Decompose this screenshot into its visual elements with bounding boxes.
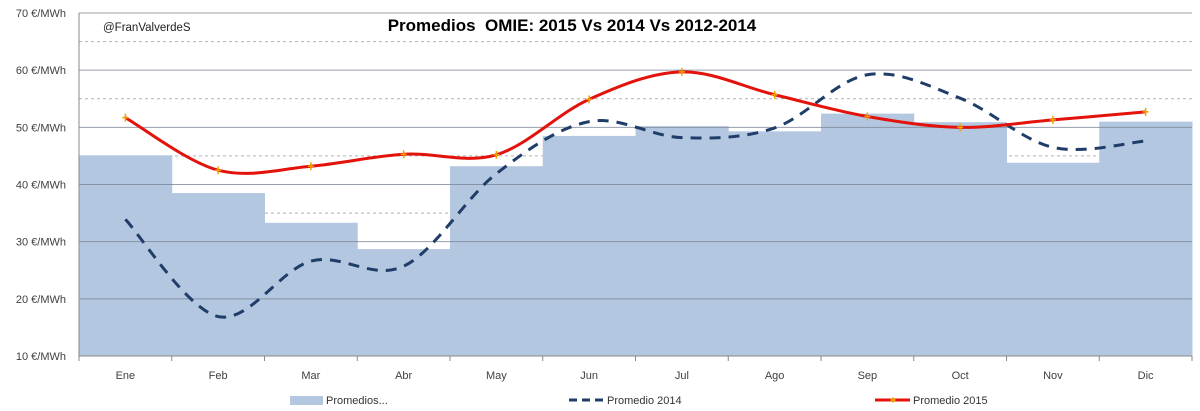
x-tick-label-Dic: Dic (1138, 370, 1154, 382)
marker-2015-Dic (1142, 107, 1149, 116)
marker-2015-Abr (400, 150, 407, 159)
marker-2015-Oct (957, 123, 964, 132)
x-tick-label-Nov: Nov (1043, 370, 1063, 382)
marker-2015-Nov (1049, 115, 1056, 124)
area-step-Nov (1006, 162, 1100, 356)
area-step-Oct (913, 122, 1007, 357)
credit-text: @FranValverdeS (103, 22, 191, 34)
axes (78, 13, 1193, 361)
legend-marker-2015 (890, 397, 896, 403)
marker-2015-May (493, 150, 500, 159)
legend: Promedios... Promedio 2014 Promedio 2015 (290, 395, 988, 407)
y-tick-label: 10 €/MWh (16, 351, 66, 363)
marker-2015-Ago (771, 90, 778, 99)
legend-swatch-promedios (290, 396, 323, 405)
x-tick-label-Mar: Mar (301, 370, 320, 382)
area-step-Feb (171, 193, 265, 356)
y-axis-labels: 10 €/MWh 20 €/MWh 30 €/MWh 40 €/MWh 50 €/MWh… (16, 8, 66, 363)
x-tick-label-Jul: Jul (675, 370, 689, 382)
marker-2015-Sep (864, 112, 871, 121)
area-step-Jul (635, 126, 729, 356)
x-tick-label-Ago: Ago (765, 370, 785, 382)
x-tick-label-Ene: Ene (116, 370, 136, 382)
x-axis-labels: Ene Feb Mar Abr May Jun Jul Ago Sep Oct Nov Dic (116, 370, 1154, 382)
area-step-Sep (821, 113, 915, 356)
x-tick-label-Feb: Feb (209, 370, 228, 382)
y-tick-label: 50 €/MWh (16, 122, 66, 134)
marker-2015-Mar (307, 162, 314, 171)
chart-title: Promedios OMIE: 2015 Vs 2014 Vs 2012-201… (388, 16, 757, 35)
marker-2015-Jun (586, 95, 593, 104)
area-step-Ago (728, 131, 822, 356)
area-step-Mar (264, 222, 358, 356)
y-tick-label: 30 €/MWh (16, 237, 66, 249)
line-promedio-2014 (124, 72, 1146, 319)
line-promedio-2015 (124, 70, 1146, 175)
legend-label-2015: Promedio 2015 (913, 395, 988, 407)
series-area-promedios (79, 113, 1193, 357)
x-tick-label-Oct: Oct (952, 370, 969, 382)
x-tick-label-Abr: Abr (395, 370, 412, 382)
area-step-Jun (542, 135, 636, 356)
series-lines (122, 67, 1149, 319)
x-tick-label-Jun: Jun (580, 370, 598, 382)
y-tick-label: 40 €/MWh (16, 180, 66, 192)
y-tick-label: 70 €/MWh (16, 8, 66, 20)
area-step-May (450, 166, 544, 356)
area-step-Abr (357, 249, 451, 356)
x-tick-label-Sep: Sep (858, 370, 878, 382)
area-step-Dic (1099, 121, 1193, 356)
legend-label-promedios: Promedios... (326, 395, 388, 407)
marker-2015-Ene (122, 113, 129, 122)
marker-2015-Feb (215, 166, 222, 175)
y-tick-label: 20 €/MWh (16, 294, 66, 306)
x-tick-label-May: May (486, 370, 507, 382)
legend-label-2014: Promedio 2014 (607, 395, 682, 407)
y-tick-label: 60 €/MWh (16, 65, 66, 77)
marker-2015-Jul (678, 67, 685, 76)
area-step-Ene (79, 155, 173, 356)
